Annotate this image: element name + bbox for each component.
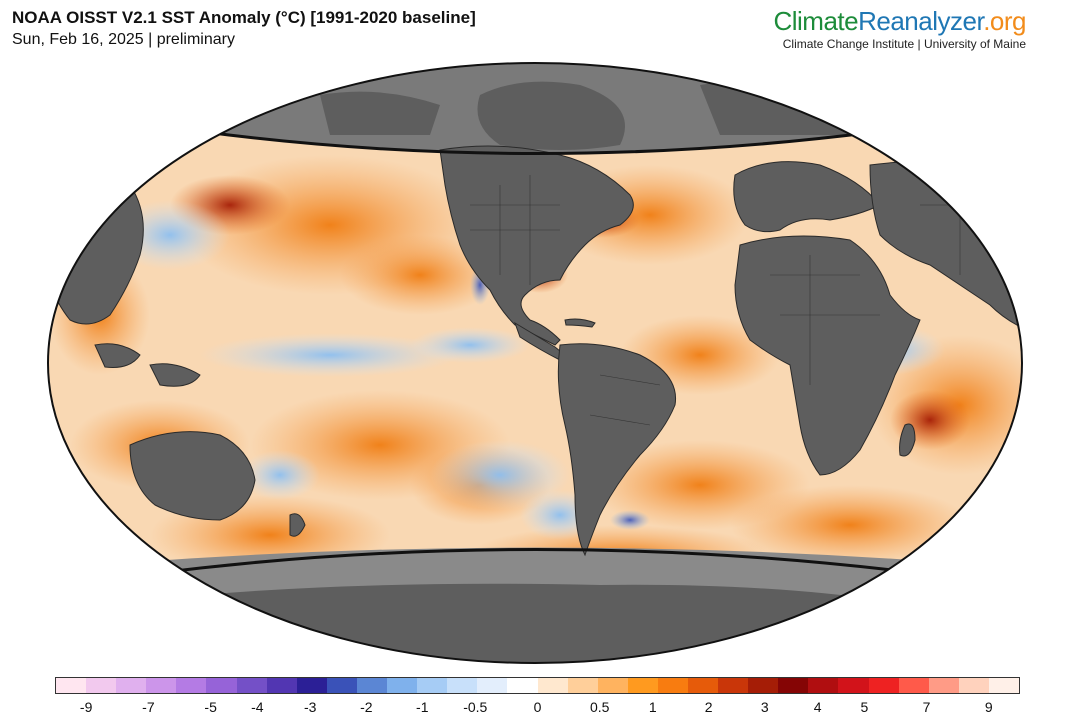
colorbar-tick-label: -5 (204, 699, 217, 715)
colorbar-cell (898, 678, 929, 693)
brand-block: ClimateReanalyzer.org Climate Change Ins… (773, 6, 1026, 51)
colorbar-tick-label: 9 (984, 699, 993, 715)
colorbar-cell (627, 678, 658, 693)
colorbar-cell (718, 678, 749, 693)
north-america (439, 145, 634, 346)
colorbar-tick-label: 0 (533, 699, 542, 715)
colorbar-tick-label: 4 (813, 699, 822, 715)
colorbar-tick-label: -7 (142, 699, 155, 715)
colorbar-cell (958, 678, 989, 693)
colorbar-cell (597, 678, 628, 693)
antarctic-boundary-line (149, 548, 926, 576)
colorbar-cell (86, 678, 117, 693)
brand-name-part3: .org (983, 6, 1026, 36)
colorbar-cell (176, 678, 207, 693)
colorbar-tick-label: -1 (416, 699, 429, 715)
colorbar-cell (748, 678, 779, 693)
colorbar-cell (657, 678, 688, 693)
south-america (557, 343, 677, 557)
colorbar-tick-label: 5 (860, 699, 869, 715)
colorbar-tick-label: -3 (304, 699, 317, 715)
antarctica (200, 583, 880, 663)
colorbar-cell (296, 678, 327, 693)
colorbar-cell (507, 678, 538, 693)
colorbar-cell (687, 678, 719, 693)
map-title: NOAA OISST V2.1 SST Anomaly (°C) [1991-2… (12, 8, 476, 27)
europe (733, 161, 881, 233)
colorbar-cell (326, 678, 357, 693)
colorbar-cell (838, 678, 869, 693)
colorbar-tick-label: -0.5 (463, 699, 488, 715)
colorbar-tick-label: 1 (648, 699, 657, 715)
colorbar-cell (477, 678, 508, 693)
colorbar-cell (808, 678, 839, 693)
colorbar-tick-label: -9 (79, 699, 93, 715)
colorbar-tick-label: 7 (922, 699, 931, 715)
colorbar-tick-label: 0.5 (590, 699, 610, 715)
australia (129, 431, 256, 521)
colorbar-tick-label: -4 (251, 699, 264, 715)
colorbar-cell (387, 678, 418, 693)
colorbar-cell (868, 678, 899, 693)
brand-logo-text[interactable]: ClimateReanalyzer.org (773, 6, 1026, 37)
continents (48, 145, 1022, 557)
colorbar-cell (988, 678, 1019, 693)
colorbar-cell (356, 678, 388, 693)
colorbar-cell (266, 678, 297, 693)
colorbar-cell (206, 678, 237, 693)
colorbar-cell (116, 678, 147, 693)
colorbar-cell (417, 678, 448, 693)
arctic-boundary-line (204, 130, 876, 155)
globe-outline (47, 62, 1023, 664)
sst-anomaly-map (47, 62, 1023, 664)
colorbar-cell (146, 678, 177, 693)
colorbar-cell (567, 678, 598, 693)
map-date-subtitle: Sun, Feb 16, 2025 | preliminary (12, 31, 235, 48)
colorbar-tick-label: 2 (704, 699, 713, 715)
colorbar-cell (778, 678, 809, 693)
colorbar-ticks: -9 -7 -5 -4 -3 -2 -1 -0.5 0 0.5 1 2 3 4 5 7 9 (55, 699, 1020, 715)
colorbar (55, 677, 1020, 694)
colorbar-cell (447, 678, 478, 693)
africa (734, 235, 921, 476)
brand-affiliation: Climate Change Institute | University of… (782, 37, 1026, 51)
greenland (477, 81, 625, 150)
colorbar-cell (56, 678, 87, 693)
colorbar-cell (928, 678, 959, 693)
colorbar-cell (236, 678, 267, 693)
brand-name-part1: Climate (773, 6, 859, 36)
colorbar-tick-label: -2 (360, 699, 373, 715)
colorbar-cell (537, 678, 568, 693)
brand-name-part2: Reanalyzer (858, 6, 984, 36)
colorbar-tick-label: 3 (760, 699, 769, 715)
